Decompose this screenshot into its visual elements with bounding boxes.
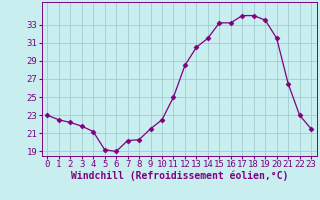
- X-axis label: Windchill (Refroidissement éolien,°C): Windchill (Refroidissement éolien,°C): [70, 171, 288, 181]
